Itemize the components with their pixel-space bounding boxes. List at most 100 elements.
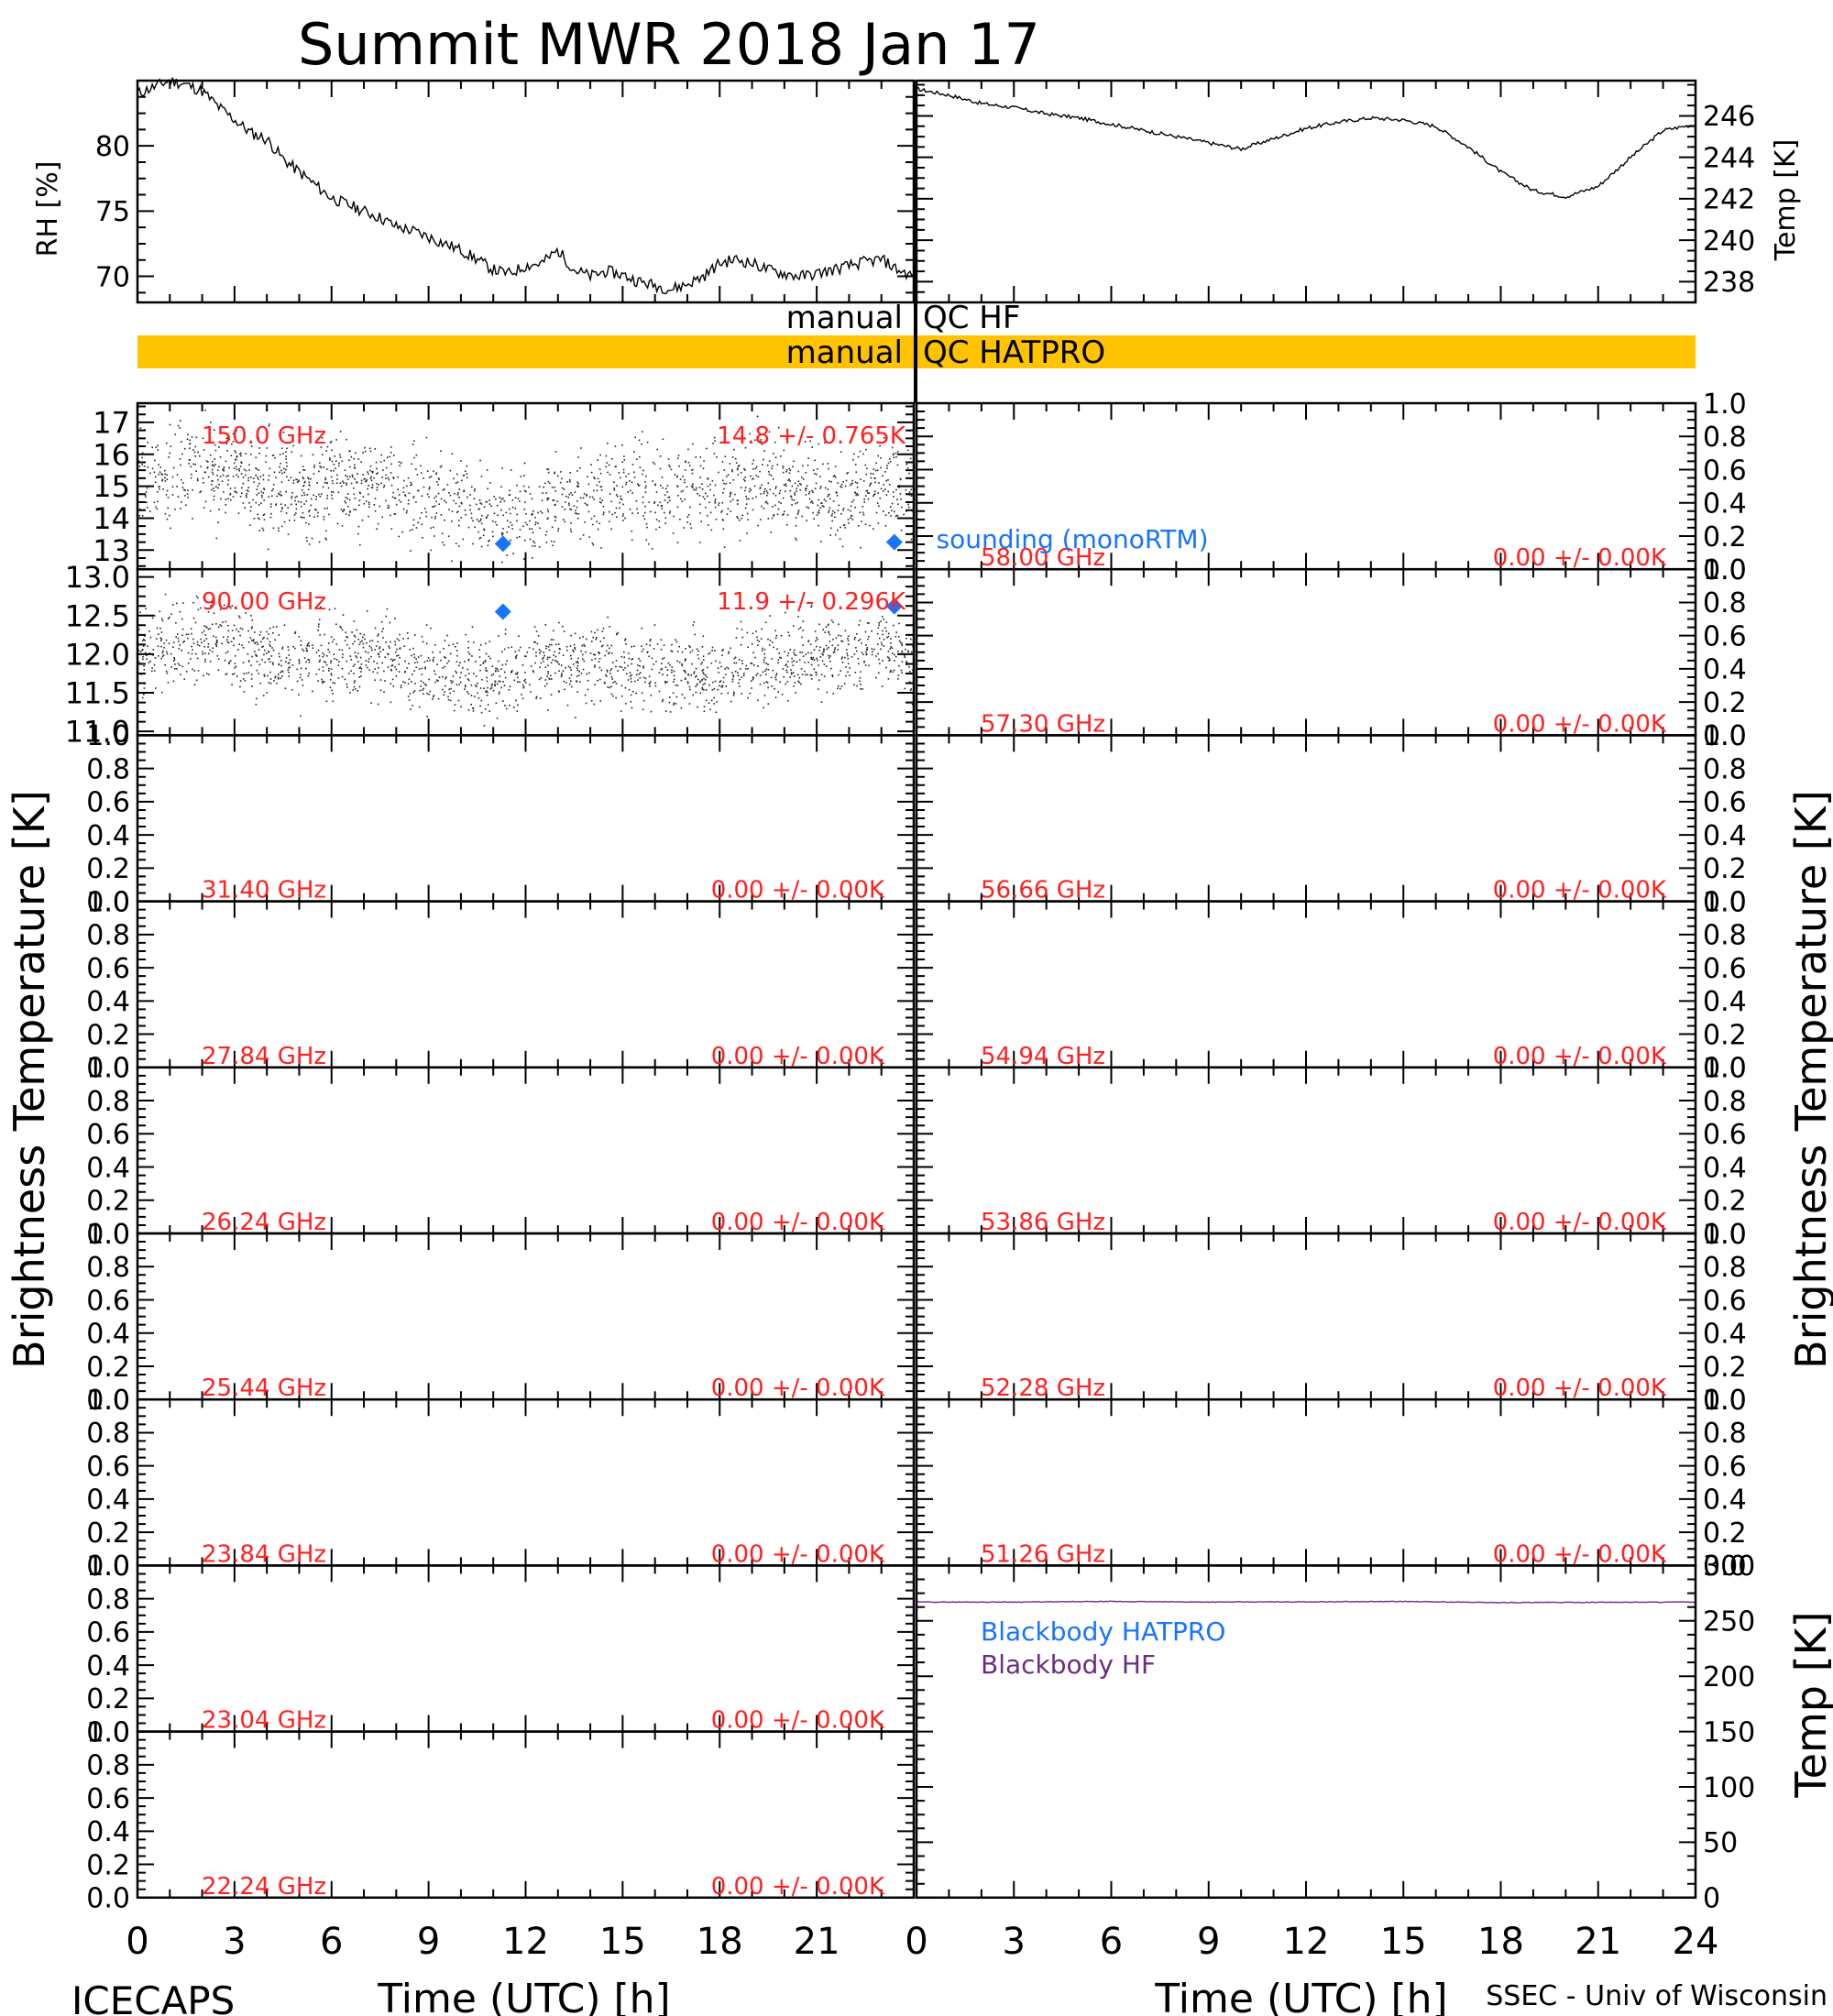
tb-scatter-90ghz-dot (315, 673, 318, 675)
tb-scatter-150ghz-dot (591, 523, 594, 526)
channel-stats: 0.00 +/- 0.00K (711, 1540, 885, 1568)
tb-scatter-150ghz-dot (303, 480, 306, 483)
tb-scatter-90ghz-dot (599, 641, 602, 642)
tb-left-y-tick-label: 13 (93, 533, 130, 568)
tb-scatter-150ghz-dot (679, 478, 682, 480)
tb-scatter-90ghz-dot (814, 630, 817, 632)
tb-scatter-150ghz-dot (364, 450, 367, 453)
tb-scatter-150ghz-dot (313, 466, 315, 468)
tb-scatter-90ghz-dot (564, 688, 565, 691)
tb-scatter-150ghz-dot (500, 499, 502, 500)
tb-scatter-90ghz-dot (628, 688, 631, 691)
tb-scatter-150ghz-dot (779, 489, 782, 492)
tb-scatter-90ghz-dot (414, 634, 416, 636)
tb-scatter-150ghz-dot (166, 489, 169, 492)
tb-scatter-90ghz-dot (680, 707, 683, 709)
tb-scatter-150ghz-dot (620, 499, 623, 500)
tb-scatter-150ghz-dot (686, 486, 688, 488)
tb-scatter-90ghz-dot (871, 653, 873, 656)
tb-scatter-150ghz-dot (301, 494, 303, 497)
tb-scatter-90ghz-dot (513, 707, 515, 708)
tb-scatter-90ghz-dot (561, 674, 563, 676)
tb-scatter-90ghz-dot (901, 650, 904, 652)
tb-scatter-150ghz-dot (388, 478, 390, 481)
tb-scatter-90ghz-dot (741, 629, 743, 630)
tb-scatter-150ghz-dot (370, 487, 373, 488)
tb-scatter-150ghz-dot (676, 542, 679, 543)
tb-scatter-150ghz-dot (375, 461, 378, 464)
tb-scatter-90ghz-dot (547, 671, 549, 673)
tb-scatter-90ghz-dot (439, 651, 441, 653)
tb-scatter-90ghz-dot (649, 644, 651, 647)
tb-scatter-90ghz-dot (756, 636, 758, 639)
tb-scatter-90ghz-dot (890, 638, 892, 640)
tb-scatter-90ghz-dot (510, 672, 513, 674)
channel-label: 53.86 GHz (981, 1209, 1105, 1236)
tb-scatter-90ghz-dot (368, 640, 371, 642)
tb-scatter-90ghz-dot (213, 635, 214, 638)
tb-scatter-150ghz-dot (179, 458, 181, 460)
tb-scatter-90ghz-dot (558, 663, 560, 665)
rh-series-line (137, 77, 915, 295)
tb-scatter-150ghz-dot (866, 489, 868, 492)
tb-scatter-150ghz-dot (740, 487, 742, 488)
x-tick-label-left: 12 (502, 1921, 549, 1963)
tb-scatter-90ghz-dot (268, 633, 270, 635)
tb-scatter-90ghz-dot (491, 683, 493, 685)
tb-scatter-150ghz-dot (789, 489, 792, 492)
tb-scatter-150ghz-dot (676, 485, 678, 487)
tb-scatter-150ghz-dot (428, 488, 430, 490)
tb-scatter-90ghz-dot (897, 678, 899, 680)
tb-scatter-150ghz-dot (212, 473, 214, 476)
tb-scatter-150ghz-dot (802, 465, 804, 467)
tb-scatter-90ghz-dot (176, 668, 178, 670)
tb-scatter-90ghz-dot (908, 665, 910, 668)
tb-scatter-150ghz-dot (824, 442, 826, 444)
tb-scatter-150ghz-dot (145, 491, 148, 493)
tb-scatter-150ghz-dot (680, 498, 682, 500)
tb-scatter-150ghz-dot (731, 499, 734, 501)
tb-scatter-150ghz-dot (283, 467, 285, 470)
tb-scatter-150ghz-dot (482, 534, 485, 536)
tb-scatter-90ghz-dot (593, 703, 595, 706)
tb-scatter-90ghz-dot (238, 643, 240, 645)
tb-scatter-150ghz-dot (280, 503, 282, 505)
tb-scatter-150ghz-dot (445, 501, 447, 504)
tb-scatter-90ghz-dot (152, 649, 155, 651)
tb-scatter-150ghz-dot (505, 511, 508, 514)
tb-scatter-150ghz-dot (361, 519, 364, 521)
tb-scatter-150ghz-dot (610, 500, 612, 503)
tb-scatter-150ghz-dot (228, 466, 230, 469)
tb-scatter-90ghz-dot (194, 621, 197, 624)
tb-scatter-90ghz-dot (163, 647, 165, 649)
tb-scatter-90ghz-dot (604, 654, 606, 657)
tb-scatter-90ghz-dot (881, 616, 884, 618)
tb-scatter-150ghz-dot (590, 518, 593, 520)
tb-scatter-150ghz-dot (320, 493, 323, 495)
tb-scatter-150ghz-dot (232, 496, 235, 498)
tb-scatter-90ghz-dot (394, 643, 397, 646)
tb-scatter-90ghz-dot (485, 642, 487, 645)
tb-scatter-150ghz-dot (895, 488, 897, 491)
tb-scatter-150ghz-dot (285, 462, 288, 464)
tb-scatter-90ghz-dot (232, 674, 234, 675)
tb-scatter-90ghz-dot (346, 660, 348, 663)
tb-scatter-150ghz-dot (899, 477, 902, 480)
tb-scatter-150ghz-dot (280, 525, 283, 528)
tb-scatter-90ghz-dot (490, 686, 493, 689)
tb-scatter-90ghz-dot (563, 680, 565, 683)
tb-scatter-90ghz-dot (256, 661, 258, 663)
tb-scatter-150ghz-dot (708, 501, 710, 504)
tb-scatter-150ghz-dot (657, 504, 659, 507)
tb-scatter-150ghz-dot (268, 475, 270, 477)
tb-scatter-90ghz-dot (228, 661, 231, 663)
tb-scatter-90ghz-dot (853, 684, 855, 686)
tb-scatter-150ghz-dot (419, 517, 422, 520)
tb-scatter-150ghz-dot (305, 536, 308, 539)
tb-scatter-90ghz-dot (446, 634, 448, 637)
tb-scatter-150ghz-dot (722, 528, 725, 531)
tb-scatter-90ghz-dot (550, 639, 553, 641)
tb-scatter-150ghz-dot (257, 513, 258, 516)
tb-scatter-90ghz-dot (862, 653, 864, 655)
tb-scatter-90ghz-dot (211, 651, 214, 653)
